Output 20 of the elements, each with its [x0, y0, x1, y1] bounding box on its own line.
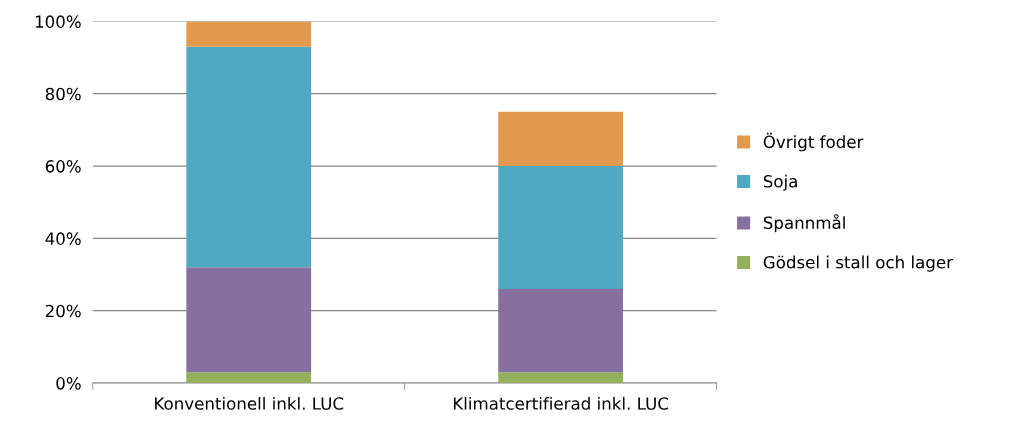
- bar: [186, 46, 312, 268]
- bar: [186, 267, 312, 373]
- bar: [186, 21, 312, 47]
- legend-label: Spannmål: [763, 214, 845, 233]
- y-tick-label: 80%: [45, 87, 81, 101]
- y-tick-label: 100%: [35, 15, 81, 28]
- bar: [498, 372, 623, 384]
- y-tick-label: 60%: [45, 160, 81, 173]
- y-tick-label: 40%: [45, 232, 81, 245]
- x-tick-label: Konventionell inkl. LUC: [155, 396, 344, 410]
- legend-label: Soja: [763, 174, 797, 191]
- legend-label: Övrigt foder: [763, 132, 864, 152]
- bar: [498, 289, 623, 373]
- y-tick-label: 0%: [56, 377, 81, 390]
- y-tick-label: 20%: [45, 304, 81, 318]
- bar: [498, 111, 623, 167]
- legend-label: Gödsel i stall och lager: [763, 255, 954, 272]
- bar: [498, 166, 623, 290]
- x-tick-label: Klimatcertifierad inkl. LUC: [453, 396, 669, 410]
- bar: [186, 372, 312, 384]
